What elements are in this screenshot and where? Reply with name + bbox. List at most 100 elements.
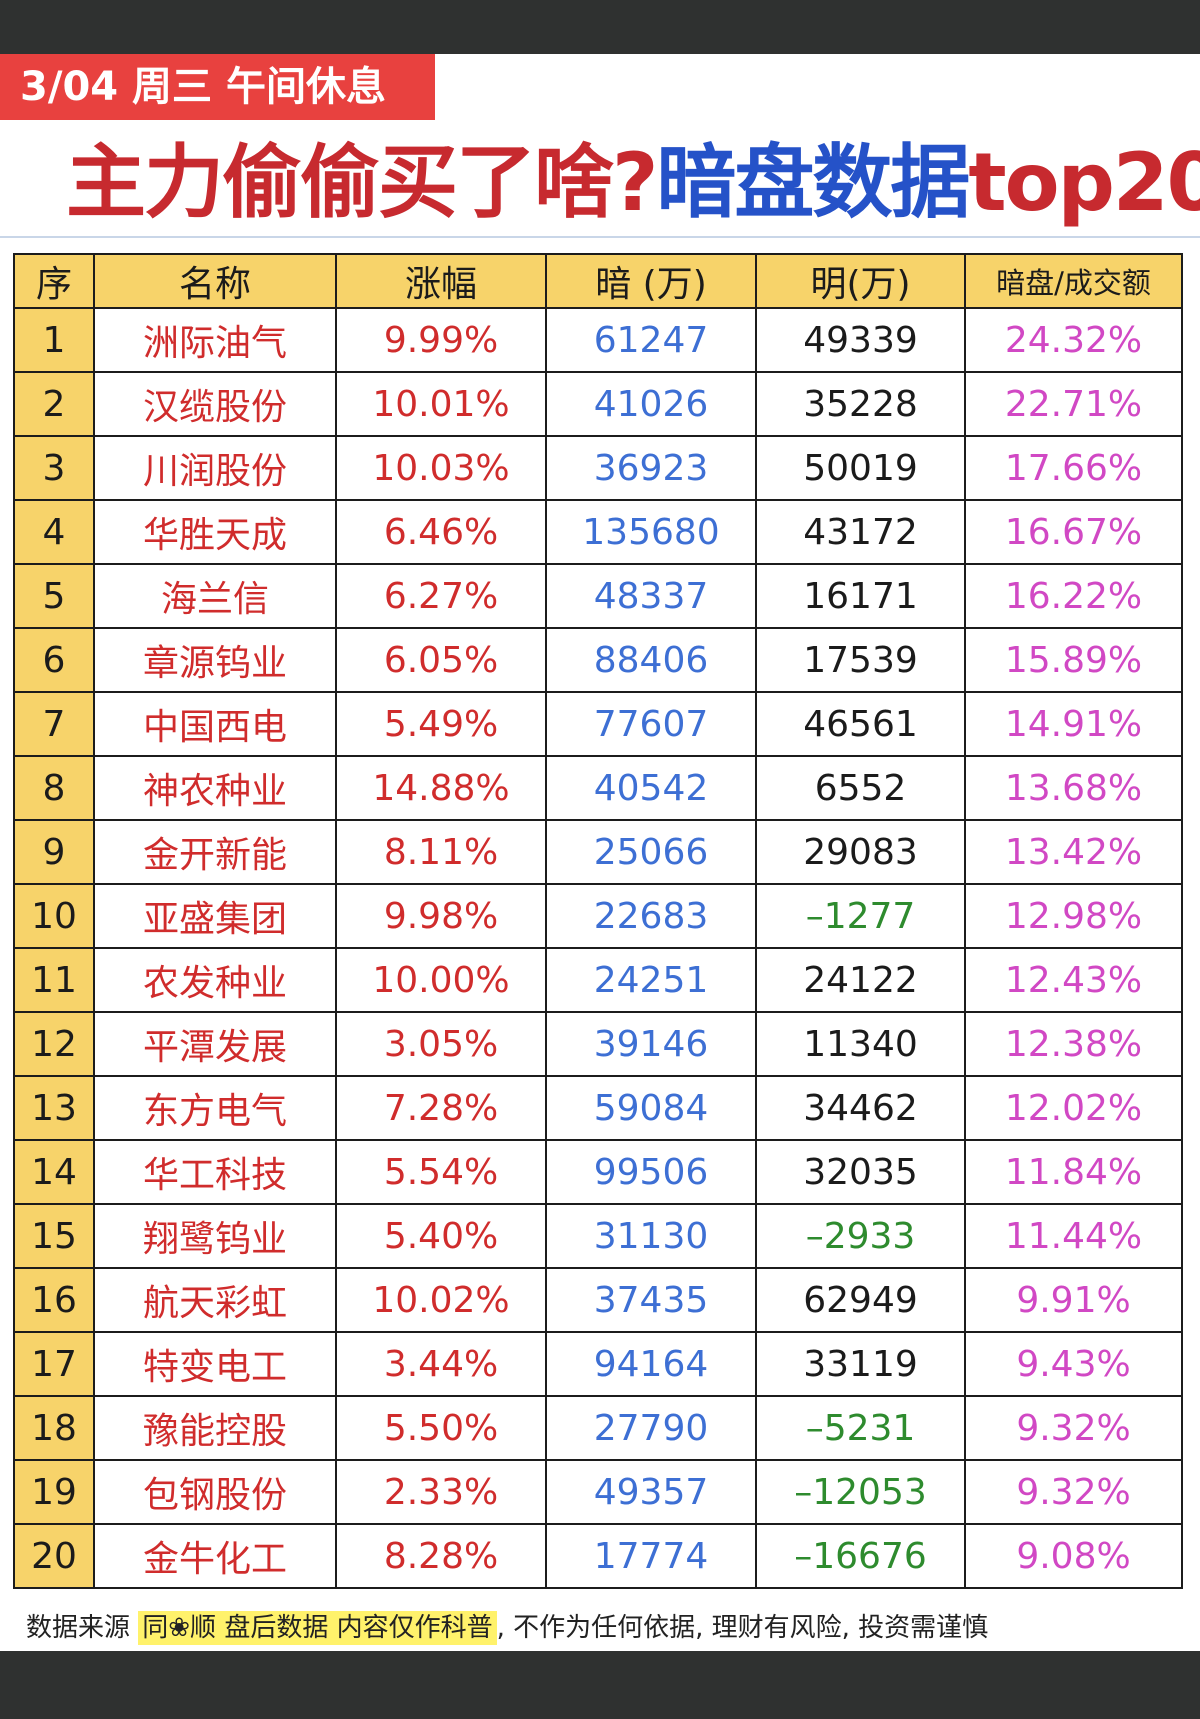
table-row: 15 翔鹭钨业 5.40% 31130 –2933 11.44% [13, 1203, 1183, 1269]
dark-ratio: 12.98% [964, 883, 1183, 949]
column-header-name: 名称 [93, 253, 337, 309]
stock-name: 中国西电 [93, 691, 337, 757]
lit-amount: 24122 [755, 947, 966, 1013]
dark-pool-amount: 39146 [545, 1011, 757, 1077]
dark-ratio: 11.44% [964, 1203, 1183, 1269]
lit-amount: 35228 [755, 371, 966, 437]
table-row: 18 豫能控股 5.50% 27790 –5231 9.32% [13, 1395, 1183, 1461]
change-percent: 9.98% [335, 883, 547, 949]
table-header-row: 序 名称 涨幅 暗 (万) 明(万) 暗盘/成交额 [13, 253, 1183, 309]
lit-amount: 32035 [755, 1139, 966, 1205]
table-row: 7 中国西电 5.49% 77607 46561 14.91% [13, 691, 1183, 757]
dark-ratio: 9.32% [964, 1459, 1183, 1525]
lit-amount: 29083 [755, 819, 966, 885]
change-percent: 3.05% [335, 1011, 547, 1077]
dark-ratio: 11.84% [964, 1139, 1183, 1205]
table-row: 19 包钢股份 2.33% 49357 –12053 9.32% [13, 1459, 1183, 1525]
footer-prefix: 数据来源 [26, 1613, 139, 1643]
change-percent: 6.27% [335, 563, 547, 629]
table-row: 14 华工科技 5.54% 99506 32035 11.84% [13, 1139, 1183, 1205]
column-header-ratio: 暗盘/成交额 [964, 253, 1183, 309]
dark-pool-amount: 24251 [545, 947, 757, 1013]
stock-name: 航天彩虹 [93, 1267, 337, 1333]
change-percent: 10.01% [335, 371, 547, 437]
row-index: 5 [13, 563, 95, 629]
row-index: 17 [13, 1331, 95, 1397]
dark-ratio: 17.66% [964, 435, 1183, 501]
stock-name: 特变电工 [93, 1331, 337, 1397]
table-row: 20 金牛化工 8.28% 17774 –16676 9.08% [13, 1523, 1183, 1589]
lit-amount: 34462 [755, 1075, 966, 1141]
dark-ratio: 22.71% [964, 371, 1183, 437]
lit-amount: 49339 [755, 307, 966, 373]
row-index: 19 [13, 1459, 95, 1525]
table-row: 3 川润股份 10.03% 36923 50019 17.66% [13, 435, 1183, 501]
row-index: 3 [13, 435, 95, 501]
lit-amount: 43172 [755, 499, 966, 565]
row-index: 10 [13, 883, 95, 949]
date-tag: 3/04 周三 午间休息 [0, 54, 435, 120]
table-row: 6 章源钨业 6.05% 88406 17539 15.89% [13, 627, 1183, 693]
column-header-index: 序 [13, 253, 95, 309]
table-row: 1 洲际油气 9.99% 61247 49339 24.32% [13, 307, 1183, 373]
stock-name: 海兰信 [93, 563, 337, 629]
lit-amount: 17539 [755, 627, 966, 693]
table-row: 16 航天彩虹 10.02% 37435 62949 9.91% [13, 1267, 1183, 1333]
dark-pool-amount: 31130 [545, 1203, 757, 1269]
row-index: 7 [13, 691, 95, 757]
lit-amount: 16171 [755, 563, 966, 629]
stock-name: 农发种业 [93, 947, 337, 1013]
stock-name: 神农种业 [93, 755, 337, 821]
table-row: 2 汉缆股份 10.01% 41026 35228 22.71% [13, 371, 1183, 437]
divider [0, 236, 1200, 238]
change-percent: 14.88% [335, 755, 547, 821]
dark-ratio: 16.67% [964, 499, 1183, 565]
row-index: 20 [13, 1523, 95, 1589]
stock-name: 平潭发展 [93, 1011, 337, 1077]
dark-ratio: 9.32% [964, 1395, 1183, 1461]
table-row: 8 神农种业 14.88% 40542 6552 13.68% [13, 755, 1183, 821]
dark-pool-amount: 27790 [545, 1395, 757, 1461]
change-percent: 5.50% [335, 1395, 547, 1461]
change-percent: 9.99% [335, 307, 547, 373]
dark-ratio: 14.91% [964, 691, 1183, 757]
dark-pool-amount: 88406 [545, 627, 757, 693]
dark-ratio: 9.43% [964, 1331, 1183, 1397]
change-percent: 3.44% [335, 1331, 547, 1397]
dark-pool-amount: 77607 [545, 691, 757, 757]
footer-source-highlight: 同❀顺 盘后数据 内容仅作科普 [138, 1611, 497, 1645]
table-row: 11 农发种业 10.00% 24251 24122 12.43% [13, 947, 1183, 1013]
row-index: 15 [13, 1203, 95, 1269]
stock-name: 华胜天成 [93, 499, 337, 565]
lit-amount: 33119 [755, 1331, 966, 1397]
lit-amount: –1277 [755, 883, 966, 949]
row-index: 8 [13, 755, 95, 821]
dark-pool-amount: 135680 [545, 499, 757, 565]
column-header-lit: 明(万) [755, 253, 966, 309]
change-percent: 6.46% [335, 499, 547, 565]
change-percent: 5.54% [335, 1139, 547, 1205]
lit-amount: 46561 [755, 691, 966, 757]
dark-pool-amount: 22683 [545, 883, 757, 949]
dark-pool-amount: 99506 [545, 1139, 757, 1205]
change-percent: 8.28% [335, 1523, 547, 1589]
change-percent: 5.40% [335, 1203, 547, 1269]
stock-name: 亚盛集团 [93, 883, 337, 949]
row-index: 12 [13, 1011, 95, 1077]
stock-name: 包钢股份 [93, 1459, 337, 1525]
dark-ratio: 9.08% [964, 1523, 1183, 1589]
row-index: 16 [13, 1267, 95, 1333]
dark-ratio: 16.22% [964, 563, 1183, 629]
table-row: 9 金开新能 8.11% 25066 29083 13.42% [13, 819, 1183, 885]
change-percent: 10.00% [335, 947, 547, 1013]
change-percent: 10.03% [335, 435, 547, 501]
dark-ratio: 24.32% [964, 307, 1183, 373]
dark-pool-amount: 25066 [545, 819, 757, 885]
stock-name: 章源钨业 [93, 627, 337, 693]
dark-pool-amount: 36923 [545, 435, 757, 501]
dark-pool-amount: 37435 [545, 1267, 757, 1333]
lit-amount: 50019 [755, 435, 966, 501]
dark-pool-amount: 94164 [545, 1331, 757, 1397]
change-percent: 5.49% [335, 691, 547, 757]
dark-ratio: 12.43% [964, 947, 1183, 1013]
